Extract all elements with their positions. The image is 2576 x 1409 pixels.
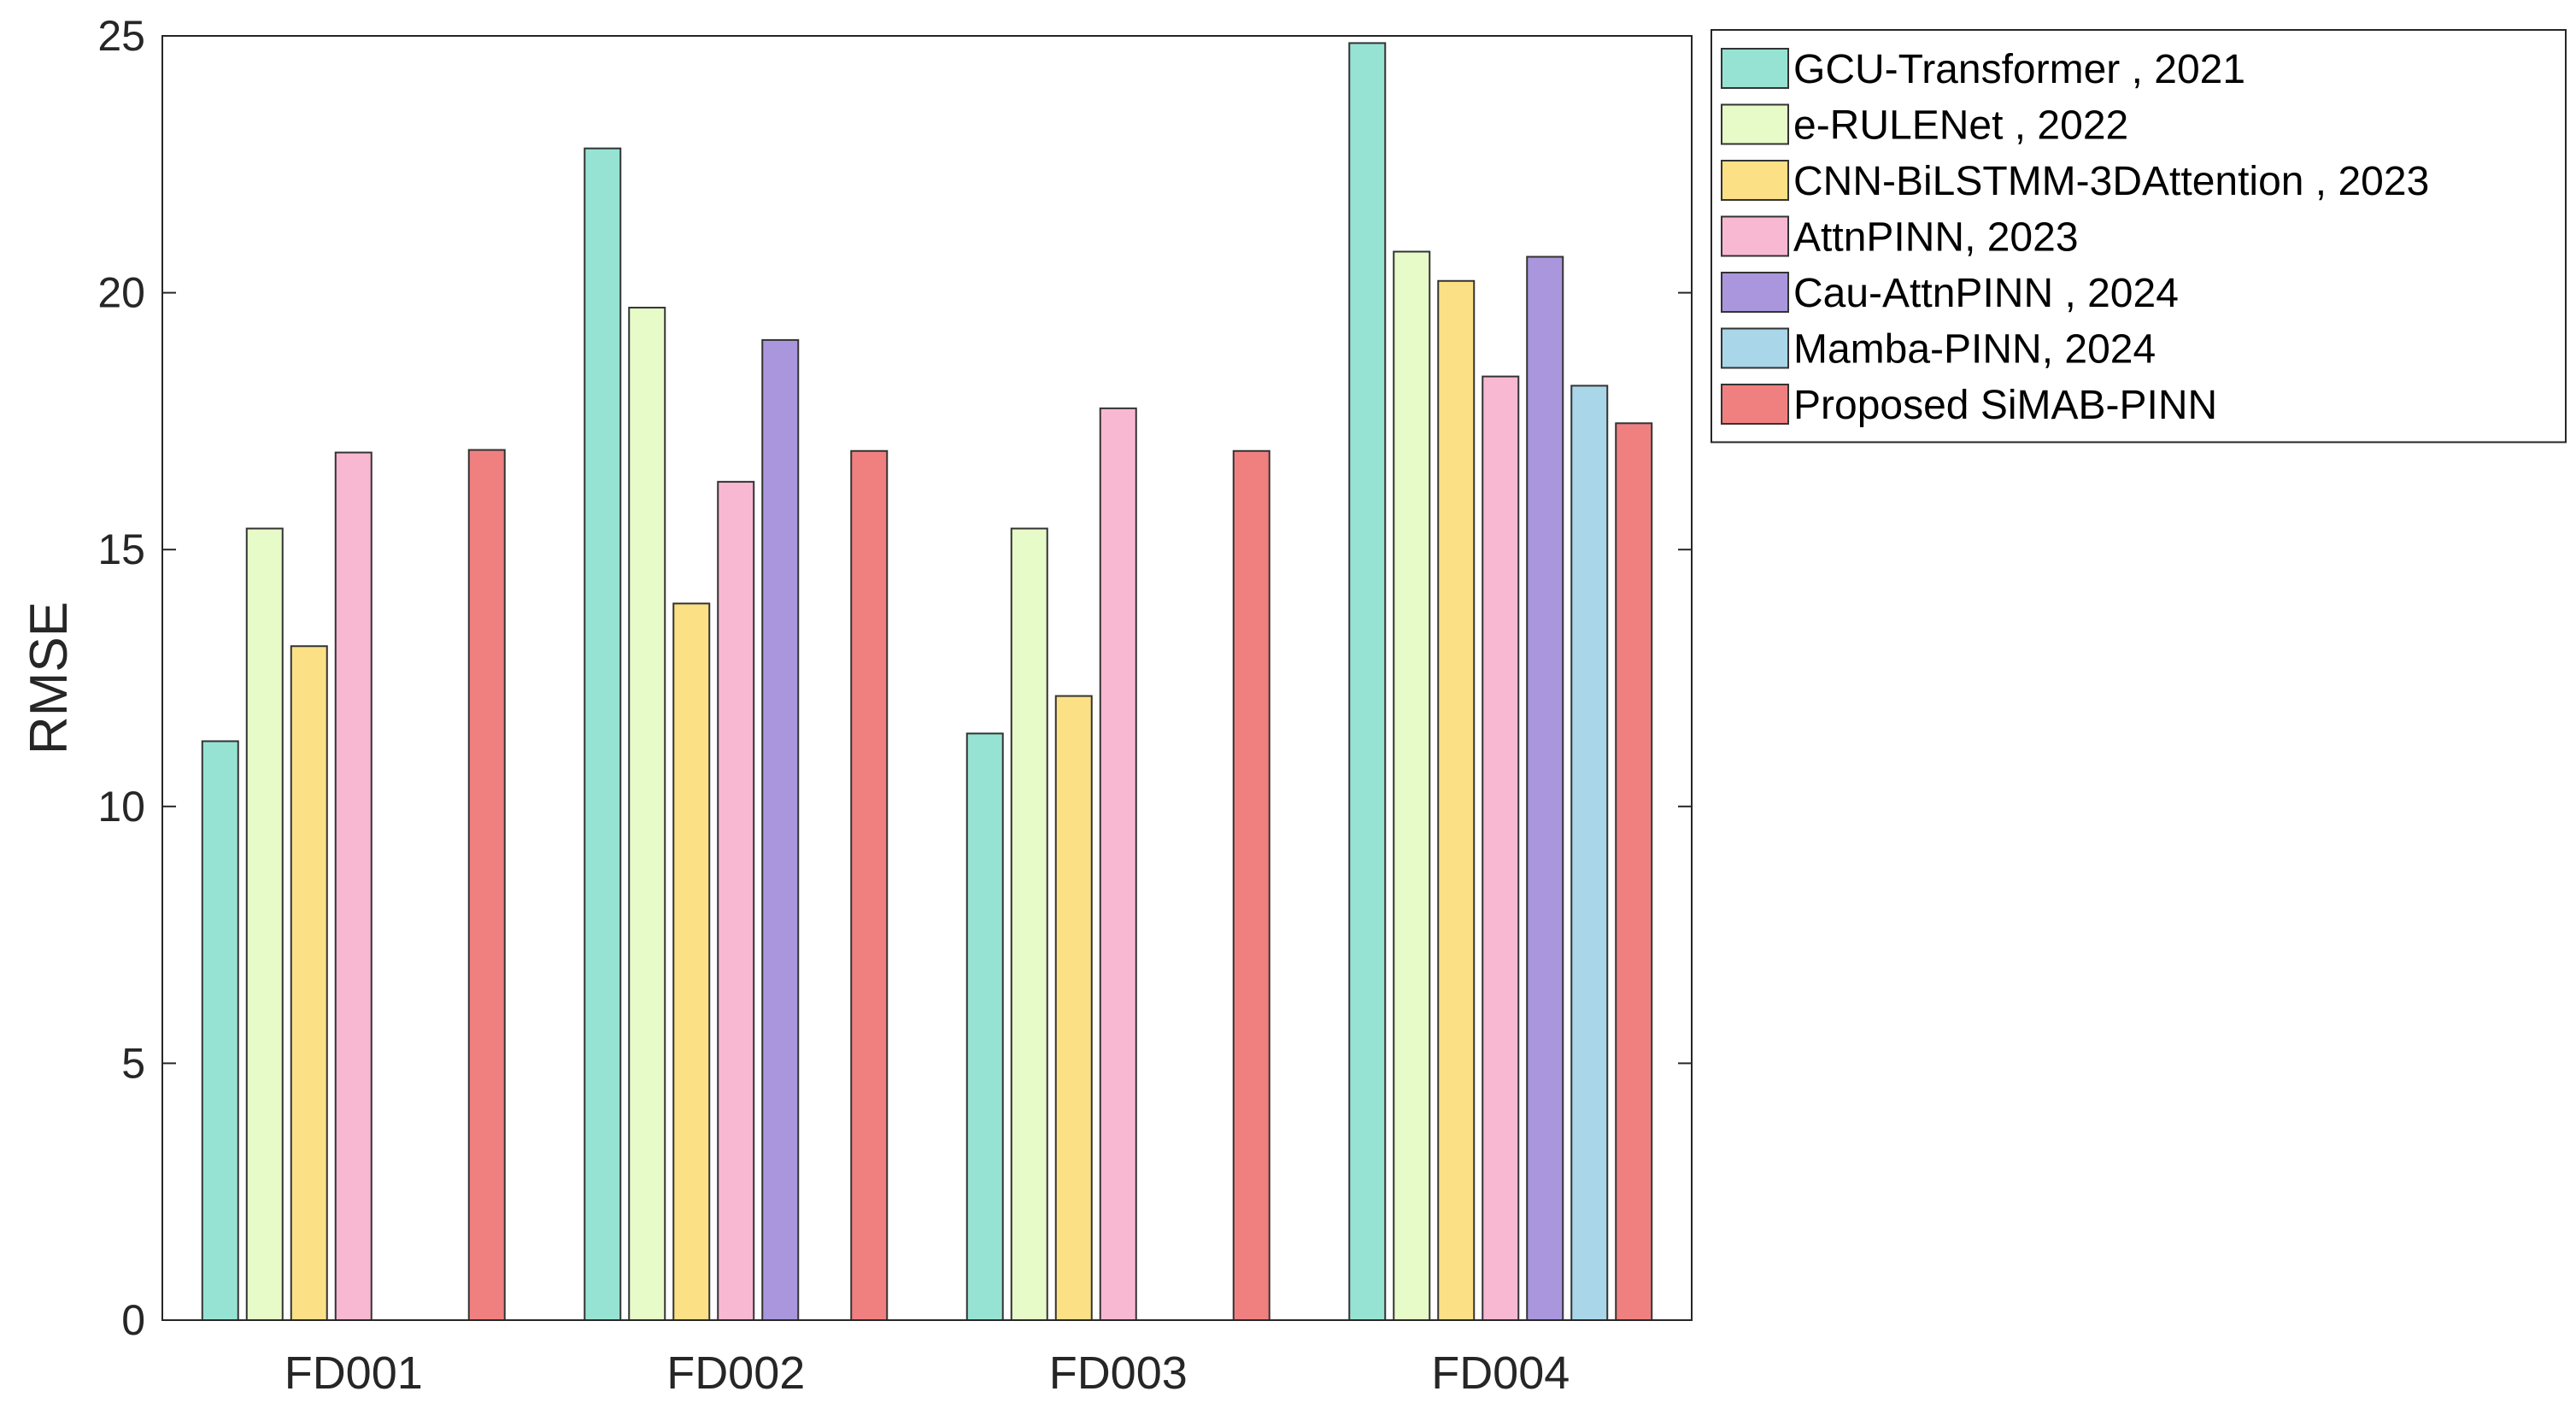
- y-tick-label: 0: [121, 1296, 145, 1344]
- bar-fd003-series-7: [1232, 449, 1270, 1321]
- y-tick-label: 25: [97, 12, 145, 60]
- y-axis-ticks: 0 5 10 15 20 25: [97, 12, 1692, 1344]
- legend-swatch-5: [1721, 272, 1789, 313]
- bar-fd002-series-4: [717, 480, 755, 1321]
- legend-swatch-4: [1721, 215, 1789, 257]
- x-category-label-fd003: FD003: [1049, 1347, 1188, 1399]
- legend-label-3: CNN-BiLSTMM-3DAttention , 2023: [1793, 159, 2429, 204]
- legend-swatch-7: [1721, 384, 1789, 425]
- legend-label-1: GCU-Transformer , 2021: [1793, 47, 2245, 92]
- legend: GCU-Transformer , 2021 e-RULENet , 2022 CN…: [1710, 29, 2567, 443]
- bar-fd004-series-2: [1393, 250, 1431, 1321]
- bar-fd004-series-6: [1570, 385, 1609, 1321]
- bar-fd004-series-5: [1526, 255, 1564, 1321]
- bar-fd002-series-2: [628, 307, 666, 1321]
- legend-label-7: Proposed SiMAB-PINN: [1793, 383, 2217, 428]
- bar-fd001-series-2: [245, 527, 284, 1321]
- legend-label-4: AttnPINN, 2023: [1793, 215, 2079, 261]
- bar-fd003-series-4: [1099, 407, 1137, 1321]
- legend-label-5: Cau-AttnPINN , 2024: [1793, 271, 2179, 316]
- y-axis-label: RMSE: [20, 602, 79, 754]
- bar-fd003-series-1: [965, 732, 1004, 1321]
- bar-fd004-series-1: [1348, 42, 1387, 1322]
- bar-fd002-series-7: [850, 449, 889, 1321]
- bar-fd001-series-3: [290, 645, 328, 1321]
- legend-label-2: e-RULENet , 2022: [1793, 103, 2128, 149]
- bar-fd001-series-4: [334, 451, 373, 1321]
- y-tick-label: 15: [97, 525, 145, 573]
- bar-fd003-series-3: [1054, 695, 1093, 1321]
- legend-swatch-1: [1721, 48, 1789, 89]
- bar-fd002-series-3: [672, 602, 711, 1321]
- y-tick-label: 10: [97, 783, 145, 831]
- x-category-label-fd001: FD001: [285, 1347, 423, 1399]
- x-category-label-fd004: FD004: [1431, 1347, 1570, 1399]
- plot-area-frame: [161, 35, 1693, 1321]
- bar-fd002-series-5: [761, 338, 800, 1321]
- legend-swatch-6: [1721, 327, 1789, 369]
- bar-fd002-series-1: [584, 147, 622, 1321]
- bar-fd004-series-4: [1482, 375, 1520, 1322]
- legend-box: [1710, 29, 2567, 443]
- bar-fd001-series-7: [467, 449, 506, 1321]
- legend-label-6: Mamba-PINN, 2024: [1793, 327, 2156, 373]
- bar-fd003-series-2: [1010, 527, 1048, 1321]
- y-tick-label: 20: [97, 269, 145, 317]
- bar-fd004-series-3: [1437, 279, 1476, 1321]
- bar-fd001-series-1: [201, 740, 239, 1321]
- legend-swatch-3: [1721, 160, 1789, 201]
- x-category-label-fd002: FD002: [666, 1347, 805, 1399]
- legend-swatch-2: [1721, 103, 1789, 145]
- x-axis-category-labels: FD001 FD002 FD003 FD004: [285, 1347, 1570, 1399]
- y-tick-label: 5: [121, 1039, 145, 1087]
- bars-layer: [201, 42, 1653, 1322]
- bar-fd004-series-7: [1615, 422, 1653, 1321]
